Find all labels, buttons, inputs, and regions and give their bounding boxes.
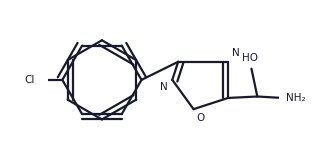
- Text: N: N: [160, 82, 168, 92]
- Text: N: N: [232, 48, 240, 58]
- Text: O: O: [196, 113, 204, 123]
- Text: HO: HO: [242, 53, 258, 63]
- Text: Cl: Cl: [24, 75, 34, 85]
- Text: NH₂: NH₂: [286, 93, 305, 103]
